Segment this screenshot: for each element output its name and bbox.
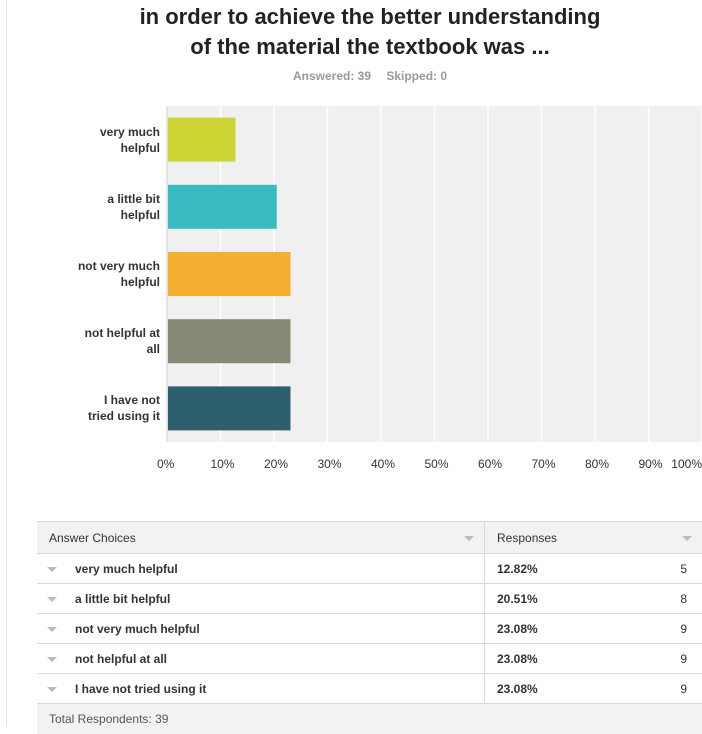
answer-choice-cell: I have not tried using it xyxy=(37,674,485,704)
answer-choice-cell: a little bit helpful xyxy=(37,584,485,614)
category-label-line: very much xyxy=(60,124,160,140)
category-label-line: all xyxy=(60,341,160,357)
answer-choice-label: not helpful at all xyxy=(75,652,167,666)
answer-choice-label: I have not tried using it xyxy=(75,682,206,696)
category-label-line: helpful xyxy=(60,274,160,290)
table-row: very much helpful 12.82%5 xyxy=(37,554,702,584)
category-label-line: I have not xyxy=(60,392,160,408)
response-cell: 23.08%9 xyxy=(485,674,702,704)
x-tick-label: 70% xyxy=(532,457,572,471)
table-row: not helpful at all 23.08%9 xyxy=(37,644,702,674)
x-tick-label: 40% xyxy=(371,457,411,471)
x-tick-label: 50% xyxy=(425,457,465,471)
category-label-line: helpful xyxy=(60,140,160,156)
answer-choice-label: not very much helpful xyxy=(75,622,200,636)
bar[interactable] xyxy=(168,185,277,229)
answer-choice-cell: not very much helpful xyxy=(37,614,485,644)
table-row: a little bit helpful 20.51%8 xyxy=(37,584,702,614)
response-percent: 23.08% xyxy=(485,652,647,666)
category-label-line: not helpful at xyxy=(60,325,160,341)
expand-caret-icon[interactable] xyxy=(47,567,57,572)
responses-header-label: Responses xyxy=(497,531,557,545)
table-row: not very much helpful 23.08%9 xyxy=(37,614,702,644)
responses-table: Answer Choices Responses very much helpf… xyxy=(37,521,702,734)
response-count: 9 xyxy=(647,622,687,636)
response-percent: 23.08% xyxy=(485,622,647,636)
expand-caret-icon[interactable] xyxy=(47,597,57,602)
expand-caret-icon[interactable] xyxy=(47,657,57,662)
x-tick-label: 0% xyxy=(157,457,197,471)
response-cell: 20.51%8 xyxy=(485,584,702,614)
bar[interactable] xyxy=(168,319,290,363)
sort-caret-icon[interactable] xyxy=(464,536,474,541)
response-percent: 20.51% xyxy=(485,592,647,606)
answer-choice-cell: very much helpful xyxy=(37,554,485,584)
response-count: 5 xyxy=(647,562,687,576)
response-count: 9 xyxy=(647,652,687,666)
category-label-line: helpful xyxy=(60,207,160,223)
bar[interactable] xyxy=(168,118,236,162)
x-tick-label: 20% xyxy=(264,457,304,471)
response-cell: 23.08%9 xyxy=(485,644,702,674)
expand-caret-icon[interactable] xyxy=(47,687,57,692)
bar[interactable] xyxy=(168,252,290,296)
response-cell: 23.08%9 xyxy=(485,614,702,644)
x-tick-label: 80% xyxy=(585,457,625,471)
answer-choice-label: very much helpful xyxy=(75,562,178,576)
bar-chart xyxy=(0,0,702,500)
answer-choices-header[interactable]: Answer Choices xyxy=(37,522,485,554)
response-percent: 23.08% xyxy=(485,682,647,696)
response-percent: 12.82% xyxy=(485,562,647,576)
x-tick-label: 30% xyxy=(318,457,358,471)
total-respondents: Total Respondents: 39 xyxy=(37,704,702,734)
category-label-line: tried using it xyxy=(60,408,160,424)
response-cell: 12.82%5 xyxy=(485,554,702,584)
expand-caret-icon[interactable] xyxy=(47,627,57,632)
bar[interactable] xyxy=(168,386,290,430)
response-count: 8 xyxy=(647,592,687,606)
responses-header[interactable]: Responses xyxy=(485,522,702,554)
table-row: I have not tried using it 23.08%9 xyxy=(37,674,702,704)
category-label-line: not very much xyxy=(60,258,160,274)
table-footer: Total Respondents: 39 xyxy=(37,704,702,734)
answer-choice-cell: not helpful at all xyxy=(37,644,485,674)
response-count: 9 xyxy=(647,682,687,696)
x-tick-label: 10% xyxy=(211,457,251,471)
x-tick-label: 100% xyxy=(662,457,702,471)
x-tick-label: 60% xyxy=(478,457,518,471)
category-label-line: a little bit xyxy=(60,191,160,207)
answer-choices-header-label: Answer Choices xyxy=(49,531,136,545)
answer-choice-label: a little bit helpful xyxy=(75,592,170,606)
sort-caret-icon[interactable] xyxy=(682,536,692,541)
